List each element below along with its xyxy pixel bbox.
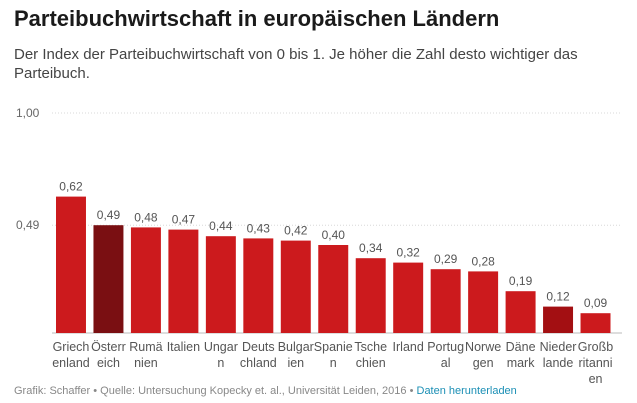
x-tick-label: lande — [543, 356, 574, 370]
x-tick-label: gen — [473, 356, 494, 370]
data-label: 0,34 — [359, 241, 383, 255]
x-tick-label: n — [217, 356, 224, 370]
x-tick-label: Rumä — [129, 340, 162, 354]
bar[interactable] — [318, 245, 349, 333]
x-tick-label: enland — [52, 356, 90, 370]
x-tick-label: eich — [97, 356, 120, 370]
x-tick-label: Bulgar — [278, 340, 314, 354]
bar[interactable] — [56, 196, 86, 333]
x-tick-label: Deuts — [242, 340, 275, 354]
data-label: 0,42 — [284, 224, 308, 238]
source-credit: Grafik: Schaffer • Quelle: Untersuchung … — [14, 385, 417, 397]
data-label: 0,47 — [172, 213, 196, 227]
chart-subtitle: Der Index der Parteibuchwirtschaft von 0… — [14, 46, 578, 82]
x-tick-label: Nieder — [540, 340, 577, 354]
x-tick-label: Griech — [53, 340, 90, 354]
data-label: 0,44 — [209, 219, 233, 233]
y-tick-label: 0,49 — [16, 218, 40, 232]
bar[interactable] — [205, 236, 236, 333]
bar[interactable] — [130, 227, 161, 333]
x-tick-label: Portug — [427, 340, 464, 354]
chart-title: Parteibuchwirtschaft in europäischen Län… — [14, 6, 500, 31]
data-label: 0,32 — [397, 246, 421, 260]
bar[interactable] — [505, 291, 536, 333]
x-tick-label: ritanni — [578, 356, 612, 370]
x-tick-label: Großb — [578, 340, 613, 354]
x-tick-label: chland — [240, 356, 277, 370]
data-label: 0,28 — [471, 254, 495, 268]
x-tick-label: ien — [287, 356, 304, 370]
bar[interactable] — [393, 262, 424, 333]
x-tick-label: Spanie — [314, 340, 353, 354]
data-label: 0,12 — [546, 290, 570, 304]
bar[interactable] — [280, 240, 311, 333]
x-tick-label: al — [441, 356, 451, 370]
bar[interactable] — [355, 258, 386, 333]
data-label: 0,40 — [322, 228, 346, 242]
x-tick-label: chien — [356, 356, 386, 370]
x-tick-label: Norwe — [465, 340, 501, 354]
x-tick-label: Italien — [167, 340, 200, 354]
data-label: 0,09 — [584, 296, 608, 310]
bar[interactable] — [243, 238, 274, 333]
data-label: 0,48 — [134, 210, 158, 224]
bar[interactable] — [580, 313, 611, 333]
y-tick-label: 1,00 — [16, 106, 40, 120]
bar[interactable] — [93, 225, 124, 333]
x-tick-label: Ungar — [204, 340, 238, 354]
x-tick-label: en — [589, 372, 603, 386]
x-tick-label: Österr — [91, 340, 126, 354]
bar[interactable] — [168, 229, 199, 333]
x-tick-label: n — [330, 356, 337, 370]
data-label: 0,29 — [434, 252, 458, 266]
x-tick-label: Däne — [506, 340, 536, 354]
data-label: 0,19 — [509, 274, 533, 288]
x-tick-label: Irland — [393, 340, 424, 354]
bar[interactable] — [468, 271, 499, 333]
x-tick-label: mark — [507, 356, 536, 370]
x-tick-label: nien — [134, 356, 158, 370]
data-label: 0,43 — [247, 221, 271, 235]
download-data-link[interactable]: Daten herunterladen — [416, 385, 517, 397]
x-tick-label: Tsche — [354, 340, 387, 354]
footer: Grafik: Schaffer • Quelle: Untersuchung … — [14, 385, 517, 397]
bar[interactable] — [543, 306, 574, 333]
bar[interactable] — [430, 269, 461, 333]
data-label: 0,49 — [97, 208, 121, 222]
data-label: 0,62 — [59, 180, 83, 194]
